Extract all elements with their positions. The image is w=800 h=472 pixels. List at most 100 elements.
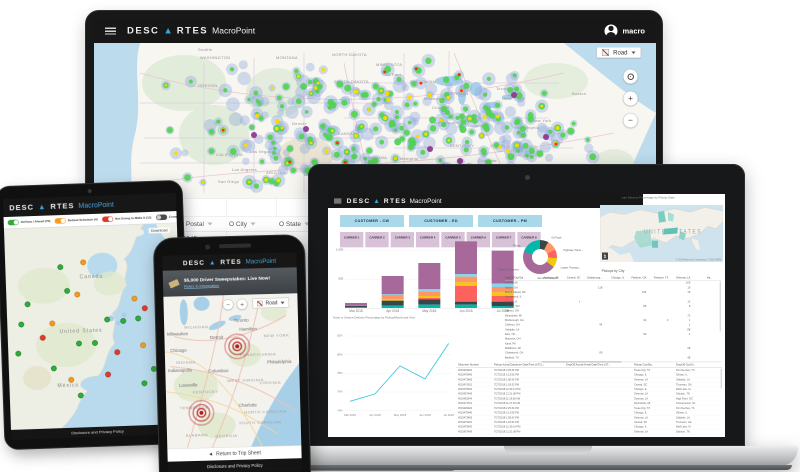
table-row[interactable]: 4515478940 7/27/2018 2:13:55 PM Chicago, I… — [455, 373, 722, 378]
carrier-filter-button[interactable]: CARRIER 1 · · · — [339, 231, 364, 248]
shipment-status-dot[interactable] — [18, 321, 25, 328]
bar-segment[interactable] — [491, 283, 514, 287]
table-row[interactable]: Dalton, GA 118 19 — [505, 285, 721, 290]
customer-filter-button[interactable]: CUSTOMER - ED — [408, 214, 473, 227]
map-style-selector[interactable]: Road — [596, 47, 641, 58]
shipment-status-dot[interactable] — [92, 340, 98, 346]
bar-segment[interactable] — [418, 297, 441, 300]
shipment-status-dot[interactable] — [141, 305, 148, 312]
table-row[interactable]: Calhoun, GA 94 1 — [505, 323, 721, 328]
table-row[interactable]: Elon, NC 50 4 — [505, 332, 721, 337]
table-row[interactable]: Kane, PA — [505, 341, 721, 346]
privacy-policy-link[interactable]: Disclosure and Privacy Policy — [167, 458, 302, 472]
legend-item[interactable]: Larger Transpo... — [560, 265, 581, 269]
bar-segment[interactable] — [418, 299, 441, 305]
shipment-status-dot[interactable] — [141, 380, 148, 387]
bar-segment[interactable] — [381, 299, 404, 301]
user-menu[interactable]: macro — [604, 24, 645, 38]
shipment-status-dot[interactable] — [140, 342, 146, 349]
column-header[interactable]: Central, SC — [566, 275, 581, 279]
menu-icon[interactable] — [105, 27, 116, 35]
bar-segment[interactable] — [454, 301, 477, 305]
bar-segment[interactable] — [381, 294, 404, 295]
column-header[interactable]: DropOff City/St... — [675, 362, 696, 366]
shipment-status-dot[interactable] — [76, 340, 82, 347]
table-row[interactable]: Livonia, MI 165 — [505, 281, 721, 286]
toggle-switch[interactable] — [7, 219, 19, 226]
shipment-status-dot[interactable] — [24, 301, 31, 308]
bar-segment[interactable] — [381, 275, 404, 295]
bar-segment[interactable] — [491, 250, 514, 284]
shipment-status-dot[interactable] — [50, 365, 57, 372]
legend-item[interactable]: Trimac — [512, 243, 521, 247]
map-style-selector[interactable]: Road — [252, 297, 290, 309]
legend-item[interactable]: GoTrack — [551, 235, 562, 239]
shipment-status-dot[interactable] — [74, 291, 81, 298]
bar-segment[interactable] — [344, 307, 367, 308]
status-filter-toggle[interactable]: Not Going to Make It (11) — [102, 215, 151, 223]
customer-filter-button[interactable]: CUSTOMER - CW — [339, 214, 404, 227]
bar-segment[interactable] — [418, 304, 441, 308]
phone-trip-map[interactable]: OttawaTorontoHamiltonMICHIGANMilwaukeeDe… — [163, 293, 302, 449]
bar-segment[interactable] — [491, 296, 514, 302]
horizontal-scrollbar[interactable] — [541, 360, 622, 363]
column-header[interactable]: DropOff Actual Arrival Date/Time (UT... — [565, 362, 611, 366]
bar-segment[interactable] — [454, 282, 477, 286]
column-header[interactable]: Chattanoog... — [586, 275, 603, 279]
bar-segment[interactable] — [454, 274, 477, 277]
column-header[interactable]: Ha... — [706, 275, 713, 279]
legend-item[interactable]: Service Transport — [537, 276, 559, 280]
bar-segment[interactable] — [418, 263, 441, 290]
toggle-switch[interactable] — [155, 214, 167, 221]
carrier-filter-button[interactable]: CARRIER 2 · · · — [365, 231, 389, 248]
bar-segment[interactable] — [344, 305, 367, 308]
donut-chart[interactable]: GoTrack Highway Trans... Larger Transpo...… — [498, 234, 593, 287]
stacked-bar-chart[interactable]: 1,000 500 Mar 2018 Apr 2018 May 2018 Jun 2018… — [330, 241, 520, 316]
column-header[interactable]: Chicago, IL — [611, 275, 625, 279]
table-row[interactable]: 4515473791 7/27/2018 11:27:25 AM Wyandotte… — [455, 401, 722, 406]
bar-segment[interactable] — [454, 276, 477, 283]
legend-item[interactable]: Highway Trans... — [563, 248, 584, 252]
bar-segment[interactable] — [418, 289, 441, 292]
bar-segment[interactable] — [491, 292, 514, 297]
bar-segment[interactable] — [344, 303, 367, 305]
zoom-out-button[interactable]: − — [623, 113, 638, 128]
shipment-status-dot[interactable] — [114, 349, 121, 356]
vertical-scrollbar[interactable] — [719, 281, 721, 332]
table-row[interactable]: Middleton, WI 28 — [505, 346, 721, 351]
table-row[interactable]: 4515499922 7/27/2018 2:25:34 PM Texas City… — [455, 406, 722, 411]
shipment-status-dot[interactable] — [104, 316, 111, 323]
location-target-marker[interactable] — [187, 399, 215, 427]
column-header[interactable]: Freeport, TX — [653, 275, 669, 279]
carrier-filter-button[interactable]: CARRIER 3 · · · — [390, 231, 414, 248]
download-link[interactable]: Download — [148, 227, 171, 234]
table-row[interactable]: Amana, IA 1 12 — [505, 299, 721, 304]
toggle-switch[interactable] — [54, 217, 67, 224]
shipment-status-dot[interactable] — [105, 371, 111, 378]
shipment-status-dot[interactable] — [68, 376, 75, 383]
status-filter-toggle[interactable]: Completed / None (76) — [155, 213, 177, 221]
locate-button[interactable] — [623, 69, 638, 84]
table-row[interactable]: Mcdonough, GA 62 3 1 — [505, 318, 721, 323]
bar-segment[interactable] — [491, 305, 514, 308]
legend-item[interactable]: Transport Service — [497, 267, 519, 271]
delivery-map-panel[interactable]: b UNITED STATES © 2018 Microsoft Corpora… — [599, 204, 723, 262]
column-header[interactable]: O City — [229, 220, 256, 228]
sweepstakes-banner[interactable]: $5,000 Driver Sweepstakes: Live Now! Rul… — [162, 267, 298, 297]
bar-segment[interactable] — [491, 301, 514, 306]
bar-May 2018[interactable] — [418, 263, 441, 308]
bar-segment[interactable] — [418, 291, 441, 297]
bar-Mar 2018[interactable] — [344, 303, 367, 308]
table-row[interactable]: Mount Gilead, NC 156 15 — [505, 290, 721, 295]
donut-ring[interactable] — [522, 239, 557, 274]
shipment-status-dot[interactable] — [77, 392, 84, 399]
bar-segment[interactable] — [454, 241, 477, 275]
customer-filter-button[interactable]: CUSTOMER - PM — [477, 214, 542, 227]
column-header[interactable]: Pickup City/Sta... — [633, 362, 654, 366]
column-header[interactable]: Fairburn, GA — [631, 275, 647, 279]
column-header[interactable]: O Postal — [179, 220, 213, 228]
table-row[interactable]: 4515499922 7/27/2018 2:25:34 PM Texas City… — [455, 368, 722, 373]
shipment-status-dot[interactable] — [39, 334, 46, 341]
bar-segment[interactable] — [418, 296, 441, 298]
status-filter-toggle[interactable]: Behind Schedule (4) — [54, 217, 98, 224]
